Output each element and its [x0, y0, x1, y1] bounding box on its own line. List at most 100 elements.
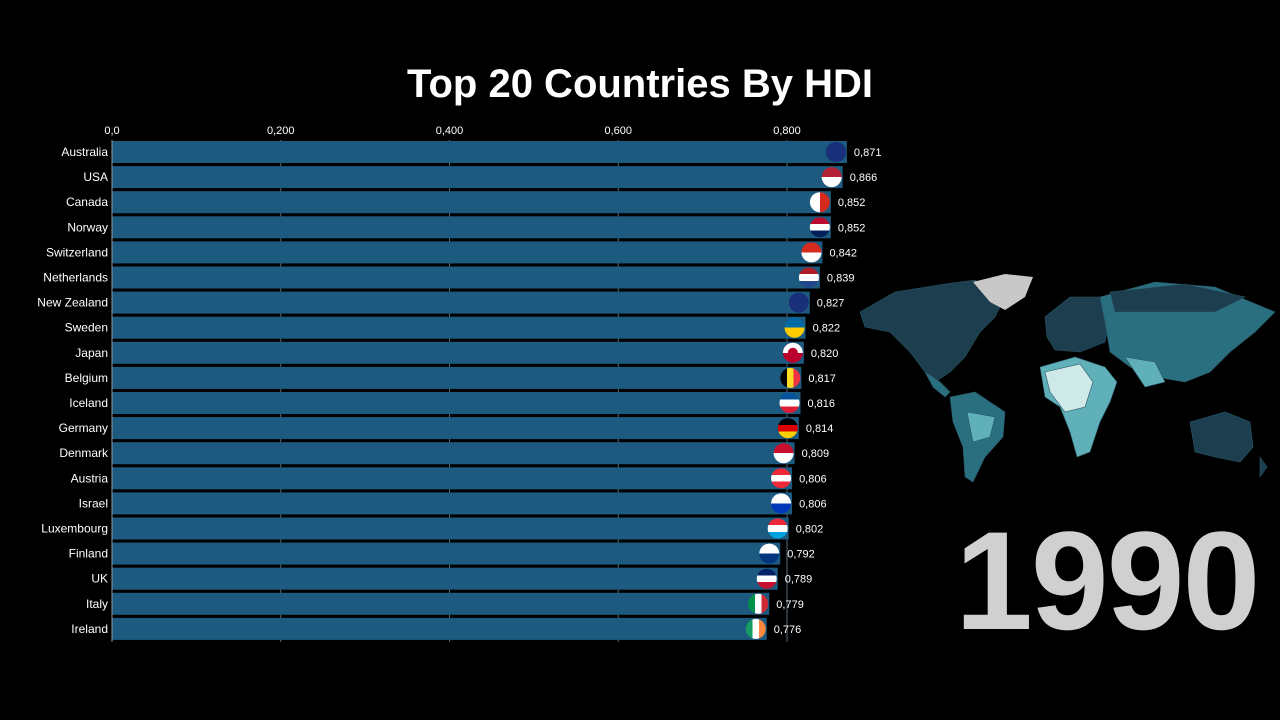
- category-label: USA: [83, 170, 108, 184]
- bar-row: Netherlands 0,839: [43, 266, 855, 289]
- canada-flag-icon: [809, 192, 830, 213]
- australia: [1189, 411, 1268, 478]
- category-label: Ireland: [71, 622, 108, 636]
- bar-row: Japan 0,820: [75, 341, 839, 364]
- value-label: 0,820: [811, 348, 839, 360]
- bar: [112, 467, 793, 490]
- chart-title: Top 20 Countries By HDI: [407, 62, 873, 106]
- value-label: 0,806: [799, 473, 827, 485]
- value-label: 0,806: [799, 498, 827, 510]
- finland-flag-icon: [759, 543, 780, 564]
- bar-row: Sweden 0,822: [65, 316, 841, 339]
- bar-row: Switzerland 0,842: [46, 241, 857, 264]
- bar: [112, 417, 799, 440]
- bar: [112, 166, 843, 189]
- value-label: 0,842: [829, 247, 857, 259]
- value-label: 0,839: [827, 273, 855, 285]
- bar-row: Italy 0,779: [86, 592, 804, 615]
- germany-flag-icon: [777, 418, 798, 439]
- bar: [112, 316, 806, 339]
- x-tick-label: 0,400: [436, 125, 464, 137]
- austria-flag-icon: [771, 468, 792, 489]
- value-label: 0,789: [785, 574, 813, 586]
- category-label: Netherlands: [43, 271, 108, 285]
- category-label: Luxembourg: [41, 522, 108, 536]
- bar-row: New Zealand 0,827: [37, 291, 845, 314]
- bar: [112, 216, 831, 239]
- bar: [112, 266, 820, 289]
- norway-flag-icon: [809, 217, 830, 238]
- iceland-flag-icon: [779, 393, 800, 413]
- bar-row: Austria 0,806: [71, 467, 827, 490]
- x-tick-label: 0,800: [773, 125, 801, 137]
- new-zealand-flag-icon: [788, 292, 809, 313]
- bar: [112, 542, 781, 565]
- bar: [112, 141, 847, 163]
- world-map: [859, 274, 1276, 483]
- bar: [112, 191, 831, 214]
- bar-row: Germany 0,814: [59, 417, 834, 440]
- value-label: 0,816: [808, 398, 836, 410]
- bar: [112, 291, 810, 314]
- category-label: Norway: [67, 220, 108, 234]
- asia: [1099, 281, 1276, 388]
- bar: [112, 567, 778, 590]
- bar-row: Norway 0,852: [67, 216, 866, 239]
- bar-row: Denmark 0,809: [59, 442, 830, 465]
- flag-detail: [787, 347, 798, 358]
- bar-row: Israel 0,806: [79, 492, 827, 515]
- bar: [112, 366, 802, 389]
- bar-row: Finland 0,792: [69, 542, 815, 565]
- category-label: Japan: [75, 346, 108, 360]
- category-label: Switzerland: [46, 245, 108, 259]
- value-label: 0,809: [802, 448, 830, 460]
- bar-row: UK 0,789: [91, 567, 813, 590]
- category-label: Austria: [71, 471, 109, 485]
- category-label: Finland: [69, 547, 108, 561]
- bar: [112, 241, 823, 264]
- usa-flag-icon: [821, 167, 842, 188]
- value-label: 0,822: [813, 323, 841, 335]
- value-label: 0,866: [850, 172, 878, 184]
- value-label: 0,871: [854, 147, 882, 159]
- x-tick-label: 0,0: [104, 125, 119, 137]
- value-label: 0,779: [776, 599, 804, 611]
- bar-row: Luxembourg 0,802: [41, 517, 824, 540]
- bar-row: USA 0,866: [83, 166, 878, 189]
- category-label: Australia: [61, 145, 108, 159]
- netherlands-flag-icon: [798, 267, 819, 288]
- category-label: Belgium: [65, 371, 108, 385]
- value-label: 0,827: [817, 298, 845, 310]
- sweden-flag-icon: [784, 317, 805, 338]
- switzerland-flag-icon: [801, 242, 822, 263]
- value-label: 0,852: [838, 222, 866, 234]
- luxembourg-flag-icon: [767, 518, 788, 539]
- x-tick-label: 0,600: [604, 125, 632, 137]
- bar: [112, 517, 789, 540]
- bar: [112, 341, 804, 364]
- value-label: 0,802: [796, 524, 824, 536]
- category-label: Canada: [66, 195, 108, 209]
- value-label: 0,776: [774, 624, 802, 636]
- year-label: 1990: [955, 502, 1260, 659]
- value-label: 0,814: [806, 423, 834, 435]
- category-label: UK: [91, 572, 108, 586]
- category-label: Iceland: [69, 396, 108, 410]
- category-label: New Zealand: [37, 296, 108, 310]
- x-tick-label: 0,200: [267, 125, 295, 137]
- bar: [112, 592, 770, 615]
- south-america: [949, 391, 1006, 483]
- category-label: Israel: [79, 496, 108, 510]
- value-label: 0,792: [787, 549, 815, 561]
- belgium-flag-icon: [780, 367, 801, 388]
- australia-flag-icon: [825, 142, 846, 162]
- bar-row: Ireland 0,776: [71, 617, 802, 640]
- italy-flag-icon: [748, 593, 769, 614]
- denmark-flag-icon: [773, 443, 794, 464]
- value-label: 0,817: [808, 373, 836, 385]
- bar-row: Australia 0,871: [61, 141, 881, 163]
- israel-flag-icon: [771, 493, 792, 514]
- category-label: Sweden: [65, 321, 108, 335]
- ireland-flag-icon: [745, 618, 766, 639]
